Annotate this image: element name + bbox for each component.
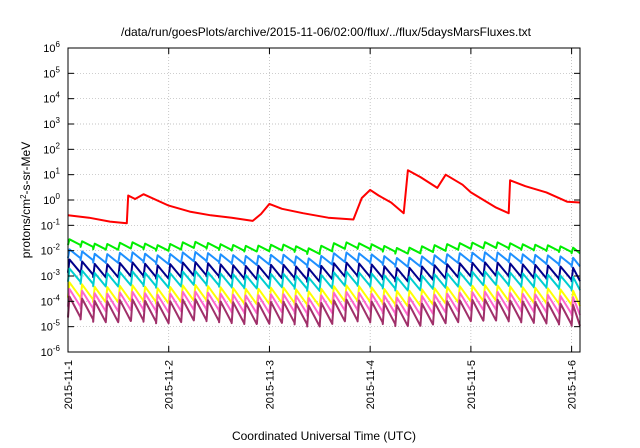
x-tick-label: 2015-11-5: [466, 360, 478, 409]
x-tick-label: 2015-11-2: [164, 360, 176, 409]
y-tick-label: 10-3: [41, 268, 61, 283]
y-tick-label: 101: [43, 167, 60, 182]
y-tick-label: 10-4: [41, 293, 61, 308]
series-line-1: [67, 169, 581, 225]
y-tick-label: 100: [43, 192, 60, 207]
y-axis-ticks: 10-6 10-5 10-4 10-3 10-2 10-1 100 101 102 103 104 1…: [41, 40, 580, 359]
series-line-4: [67, 258, 581, 283]
y-tick-label: 102: [43, 141, 60, 156]
x-tick-label: 2015-11-1: [63, 360, 75, 409]
y-tick-label: 10-5: [41, 319, 61, 334]
y-tick-label: 106: [43, 40, 60, 55]
data-series: [67, 169, 581, 328]
y-tick-label: 10-1: [41, 217, 61, 232]
x-tick-label: 2015-11-4: [365, 360, 377, 409]
series-line-8: [67, 295, 581, 328]
y-tick-label: 10-6: [41, 344, 61, 359]
chart-title: /data/run/goesPlots/archive/2015-11-06/0…: [121, 25, 532, 39]
series-line-5: [67, 267, 581, 292]
x-axis-label: Coordinated Universal Time (UTC): [232, 429, 416, 443]
y-tick-label: 104: [43, 91, 60, 106]
y-axis-label: protons/cm2-s-sr-MeV: [19, 142, 34, 258]
y-tick-label: 10-2: [41, 243, 61, 258]
y-tick-label: 105: [43, 65, 60, 80]
x-tick-label: 2015-11-6: [567, 360, 579, 409]
x-tick-label: 2015-11-3: [264, 360, 276, 409]
series-line-3: [67, 248, 581, 269]
x-axis-ticks: 2015-11-1 2015-11-2 2015-11-3 2015-11-4 2015…: [63, 48, 579, 409]
y-tick-label: 103: [43, 116, 60, 131]
series-line-2: [67, 238, 581, 255]
